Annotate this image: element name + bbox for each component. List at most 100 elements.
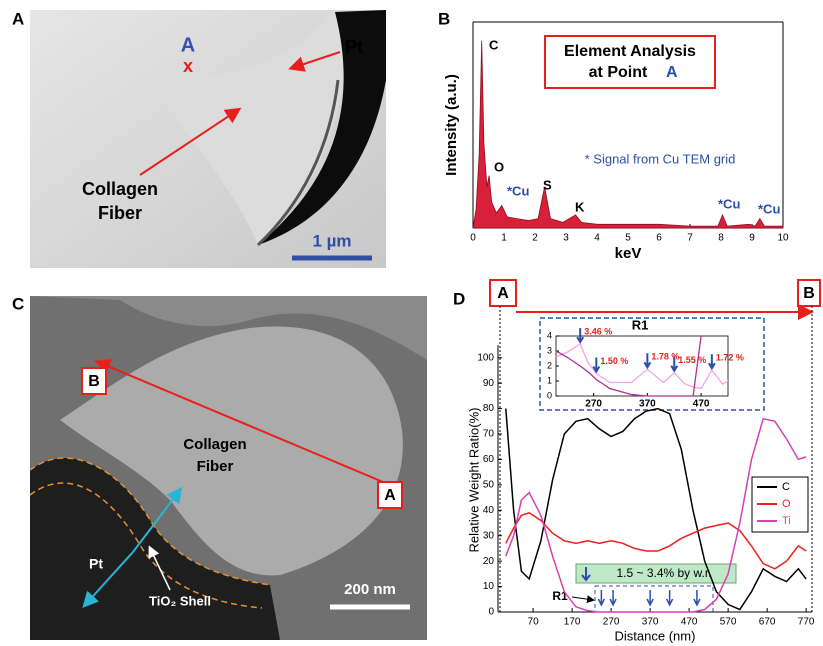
region-label: R1	[552, 589, 568, 603]
x-tick-label: 170	[564, 617, 581, 628]
x-tick-label: 2	[532, 233, 538, 244]
inset-title: R1	[632, 317, 649, 332]
panel-label: C	[12, 294, 24, 313]
peak-label: S	[543, 177, 552, 192]
region-arrow	[609, 590, 617, 607]
peak-arrow	[576, 328, 585, 345]
region-arrow	[665, 590, 674, 607]
peak-label: C	[489, 37, 499, 52]
peak-label: K	[575, 199, 585, 214]
x-tick-label: 3	[563, 233, 569, 244]
y-tick-label: 3	[547, 345, 552, 355]
point-label: A	[181, 34, 195, 56]
peak-label: *Cu	[507, 183, 529, 198]
region-arrow	[597, 590, 606, 607]
y-tick-label: 1	[547, 375, 552, 385]
x-tick-label: 7	[687, 233, 693, 244]
region-arrow	[693, 590, 701, 607]
y-axis-label: Relative Weight Ratio(%)	[466, 408, 481, 553]
x-tick-label: 270	[603, 617, 620, 628]
line-path	[94, 359, 384, 483]
y-tick-label: 30	[483, 530, 495, 541]
fiber-label: Fiber	[98, 203, 142, 223]
chart-title: A	[666, 64, 678, 81]
legend-label: Ti	[782, 515, 791, 527]
start-label: B	[803, 285, 815, 302]
label-box	[489, 279, 517, 307]
annotation: 1.5 ~ 3.4% by w.r.	[616, 566, 711, 580]
end-label: A	[384, 487, 396, 504]
legend-label: O	[782, 498, 791, 510]
y-tick-label: 50	[483, 479, 495, 490]
peak-arrow	[708, 354, 716, 371]
title-box	[544, 35, 716, 89]
fiber-label: Fiber	[197, 458, 234, 475]
shell-label: TiO₂ Shell	[149, 593, 211, 608]
panel-label: B	[438, 9, 450, 28]
y-tick-label: 100	[477, 352, 494, 363]
end-label: A	[497, 285, 509, 302]
legend-label: C	[782, 481, 790, 493]
x-tick-label: 770	[798, 617, 815, 628]
point-marker: x	[183, 56, 193, 76]
peak-label: 1.78 %	[651, 352, 679, 362]
x-tick-label: 1	[501, 233, 507, 244]
y-tick-label: 2	[547, 360, 552, 370]
pt-label: Pt	[345, 37, 363, 57]
peak-label: 1.55 %	[678, 355, 706, 365]
y-tick-label: 10	[483, 581, 495, 592]
y-tick-label: 0	[488, 607, 494, 618]
inset-line	[555, 343, 729, 390]
panel-label: A	[12, 9, 24, 28]
spectrum	[472, 40, 784, 229]
x-tick-label: 370	[642, 617, 659, 628]
x-tick-label: 10	[777, 233, 789, 244]
label-box	[81, 367, 107, 395]
x-tick-label: 4	[594, 233, 600, 244]
x-tick-label: 570	[720, 617, 737, 628]
x-tick-label: 370	[639, 399, 656, 410]
x-tick-label: 5	[625, 233, 631, 244]
inset-line	[555, 335, 702, 397]
fiber-label: Collagen	[82, 179, 158, 199]
x-tick-label: 8	[718, 233, 724, 244]
x-tick-label: 70	[528, 617, 540, 628]
x-tick-label: 270	[585, 399, 602, 410]
y-tick-label: 20	[483, 556, 495, 567]
peak-label: *Cu	[758, 201, 780, 216]
y-axis-label: Intensity (a.u.)	[443, 74, 460, 176]
chart-title: at Point	[589, 64, 648, 81]
annotation-box	[575, 563, 737, 584]
peak-label: 3.46 %	[584, 326, 612, 336]
micrograph-c	[29, 296, 427, 640]
chart-title: Element Analysis	[564, 43, 696, 60]
peak-label: O	[494, 159, 504, 174]
arrow	[571, 595, 595, 604]
scale-label: 200 nm	[344, 581, 396, 598]
peak-arrow	[643, 353, 652, 370]
panel-label: D	[453, 289, 465, 308]
peak-label: 1.50 %	[600, 356, 628, 366]
y-tick-label: 60	[483, 454, 495, 465]
scale-label: 1 µm	[312, 231, 351, 250]
x-tick-label: 670	[759, 617, 776, 628]
x-tick-label: 470	[693, 399, 710, 410]
x-axis-label: Distance (nm)	[615, 628, 696, 643]
line	[505, 511, 807, 570]
arrow	[148, 545, 171, 591]
y-tick-label: 4	[547, 330, 552, 340]
pt-label: Pt	[89, 556, 103, 572]
x-tick-label: 0	[470, 233, 476, 244]
y-tick-label: 40	[483, 505, 495, 516]
start-label: B	[88, 373, 100, 390]
line	[505, 417, 807, 613]
arrow	[82, 551, 134, 608]
y-tick-label: 80	[483, 403, 495, 414]
arrow-icon	[581, 567, 591, 582]
micrograph-a	[30, 10, 386, 268]
x-tick-label: 9	[749, 233, 755, 244]
note: * Signal from Cu TEM grid	[585, 151, 736, 166]
x-tick-label: 6	[656, 233, 662, 244]
y-tick-label: 90	[483, 378, 495, 389]
